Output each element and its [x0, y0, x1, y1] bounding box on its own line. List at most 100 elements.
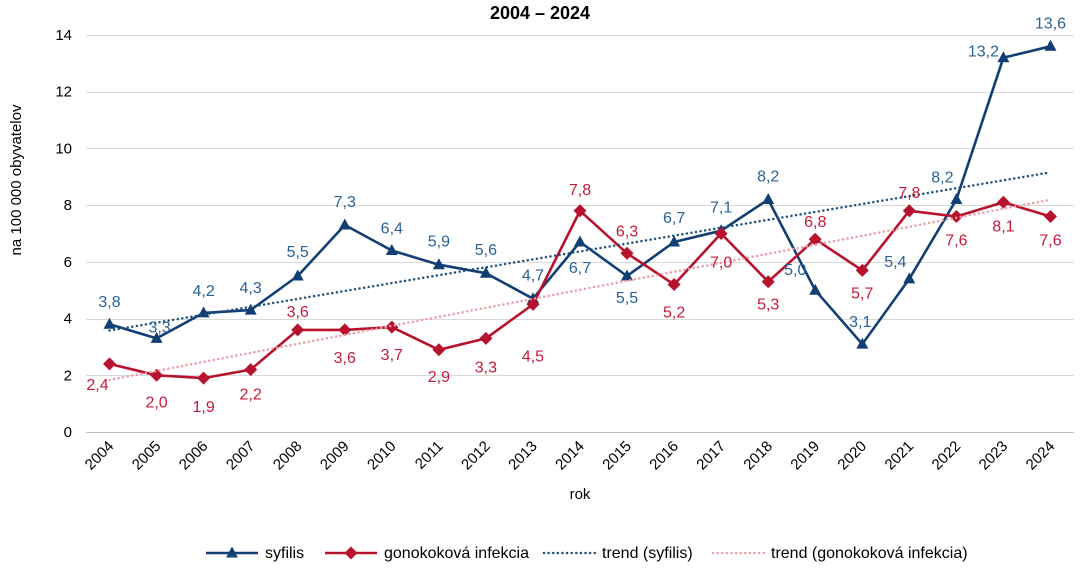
syfilis-point: [479, 266, 492, 278]
syfilis-point: [809, 283, 822, 295]
legend-item-trend-syfilis: trend (syfilis): [542, 545, 693, 562]
y-tick-label: 4: [64, 311, 72, 328]
syfilis-data-label: 3,3: [148, 319, 170, 336]
syfilis-point: [621, 269, 633, 281]
y-tick-label: 2: [64, 367, 72, 384]
gonokokova-infekcia-data-label: 3,3: [475, 359, 497, 376]
gonokokova-infekcia-point: [479, 331, 493, 345]
syfilis-data-label: 3,8: [98, 294, 120, 311]
gonokokova-infekcia-point: [667, 278, 681, 291]
y-tick-label: 12: [55, 84, 72, 101]
syfilis-data-label: 5,5: [287, 244, 309, 261]
gonokokova-infekcia-point: [949, 210, 963, 223]
syfilis-point: [856, 337, 869, 349]
syfilis-data-label: 5,4: [884, 254, 906, 271]
gonokokova-infekcia-point: [1044, 210, 1057, 223]
legend-item-trend-gonokokova-infekcia: trend (gonokoková infekcia): [711, 545, 968, 562]
gonokokova-infekcia-data-label: 1,9: [192, 399, 214, 416]
gonokokova-infekcia-data-label: 5,2: [663, 305, 685, 322]
gonokokova-infekcia-point: [197, 371, 211, 385]
gonokokova-infekcia-data-label: 2,9: [428, 369, 450, 386]
gonokokova-infekcia-data-label: 7,8: [898, 185, 920, 202]
gonokokova-infekcia-data-label: 7,6: [945, 232, 967, 249]
gonokokova-infekcia-point: [620, 246, 634, 260]
gonokokova-infekcia-data-label: 2,0: [145, 394, 167, 411]
legend-label-gonokokova-infekcia: gonokoková infekcia: [384, 545, 529, 562]
syfilis-point: [291, 269, 304, 281]
syfilis-point: [997, 51, 1010, 63]
gonokokova-infekcia-point: [150, 368, 164, 382]
gonokokova-infekcia-data-label: 4,5: [522, 348, 544, 365]
syfilis-data-label: 4,7: [522, 268, 544, 285]
gonokokova-infekcia-point: [432, 343, 446, 357]
gonokokova-infekcia-data-label: 7,6: [1039, 232, 1061, 249]
gonokokova-infekcia-point: [808, 232, 822, 246]
syfilis-data-label: 8,2: [931, 169, 953, 186]
gonokokova-infekcia-data-label: 6,8: [804, 214, 826, 231]
syfilis-data-label: 5,0: [784, 262, 806, 279]
legend-label-trend-syfilis: trend (syfilis): [602, 545, 693, 562]
syfilis-data-label: 6,4: [381, 221, 403, 238]
y-tick-label: 14: [55, 27, 72, 44]
legend: syfilis gonokoková infekcia trend (syfil…: [206, 545, 968, 562]
syfilis-point: [244, 303, 257, 315]
gonokokova-infekcia-data-label: 7,0: [710, 255, 732, 272]
syfilis-point: [1044, 39, 1057, 51]
x-axis-label: rok: [570, 486, 591, 503]
gonokokova-infekcia-data-label: 3,7: [381, 347, 403, 364]
syfilis-data-label: 7,3: [334, 194, 356, 211]
legend-label-syfilis: syfilis: [265, 545, 304, 562]
legend-item-syfilis: syfilis: [206, 545, 304, 562]
syfilis-data-label: 13,2: [968, 44, 999, 61]
syfilis-data-label: 4,2: [192, 283, 214, 300]
gonokokova-infekcia-data-label: 3,6: [334, 350, 356, 367]
y-axis-tick-labels: 0 2 4 6 8 10 12 14: [55, 27, 72, 441]
legend-label-trend-gonokokova-infekcia: trend (gonokoková infekcia): [771, 545, 968, 562]
trendline-trend-gonokokova-infekcia: [108, 198, 1052, 382]
gonokokova-infekcia-point: [714, 227, 728, 240]
syfilis-point: [385, 244, 398, 255]
syfilis-data-label: 6,7: [569, 260, 591, 277]
gonokokova-infekcia-data-label: 7,8: [569, 182, 591, 199]
gonokokova-infekcia-point: [855, 263, 869, 277]
gonokokova-infekcia-point: [526, 297, 540, 311]
chart-title: 2004 – 2024: [490, 3, 590, 23]
gonokokova-infekcia-point: [338, 323, 352, 337]
legend-item-gonokokova-infekcia: gonokoková infekcia: [325, 545, 529, 562]
syfilis-data-label: 5,5: [616, 290, 638, 307]
gonokokova-infekcia-data-label: 3,6: [287, 304, 309, 321]
gonokokova-infekcia-point: [103, 357, 116, 371]
gonokokova-infekcia-point: [761, 275, 775, 289]
syfilis-data-label: 5,9: [428, 234, 450, 251]
gonokokova-infekcia-point: [244, 363, 258, 377]
syfilis-data-label: 5,6: [475, 242, 497, 259]
syfilis-point: [432, 258, 445, 270]
syfilis-point: [903, 272, 916, 284]
y-tick-label: 0: [64, 424, 72, 441]
y-tick-label: 10: [55, 140, 72, 157]
syfilis-point: [950, 193, 963, 204]
diamond-marker-icon: [344, 546, 358, 560]
syfilis-point: [668, 235, 681, 247]
syfilis-point: [574, 235, 586, 247]
syfilis-data-label: 4,3: [240, 280, 262, 297]
gonokokova-infekcia-data-label: 8,1: [992, 218, 1014, 235]
triangle-marker-icon: [226, 546, 238, 558]
gonokokova-infekcia-data-label: 2,2: [240, 387, 262, 404]
syfilis-data-label: 13,6: [1035, 15, 1066, 32]
y-tick-label: 6: [64, 254, 72, 271]
gonokokova-infekcia-data-label: 6,3: [616, 223, 638, 240]
gonokokova-infekcia-point: [573, 204, 587, 218]
syfilis-point: [762, 193, 775, 204]
syfilis-data-label: 7,1: [710, 200, 732, 217]
gonokokova-infekcia-point: [291, 323, 305, 337]
data-labels-group: 3,8 3,3 4,2 4,3 5,5 7,3 6,4 5,9 5,6 4,7 6,7 5,5 6,7 7…: [86, 15, 1066, 416]
gonokokova-infekcia-data-label: 5,7: [851, 285, 873, 302]
gonokokova-infekcia-point: [996, 195, 1010, 209]
syfilis-point: [338, 218, 351, 230]
syfilis-point: [103, 317, 116, 329]
gonokokova-infekcia-point: [902, 204, 916, 218]
syfilis-data-label: 8,2: [757, 168, 779, 185]
